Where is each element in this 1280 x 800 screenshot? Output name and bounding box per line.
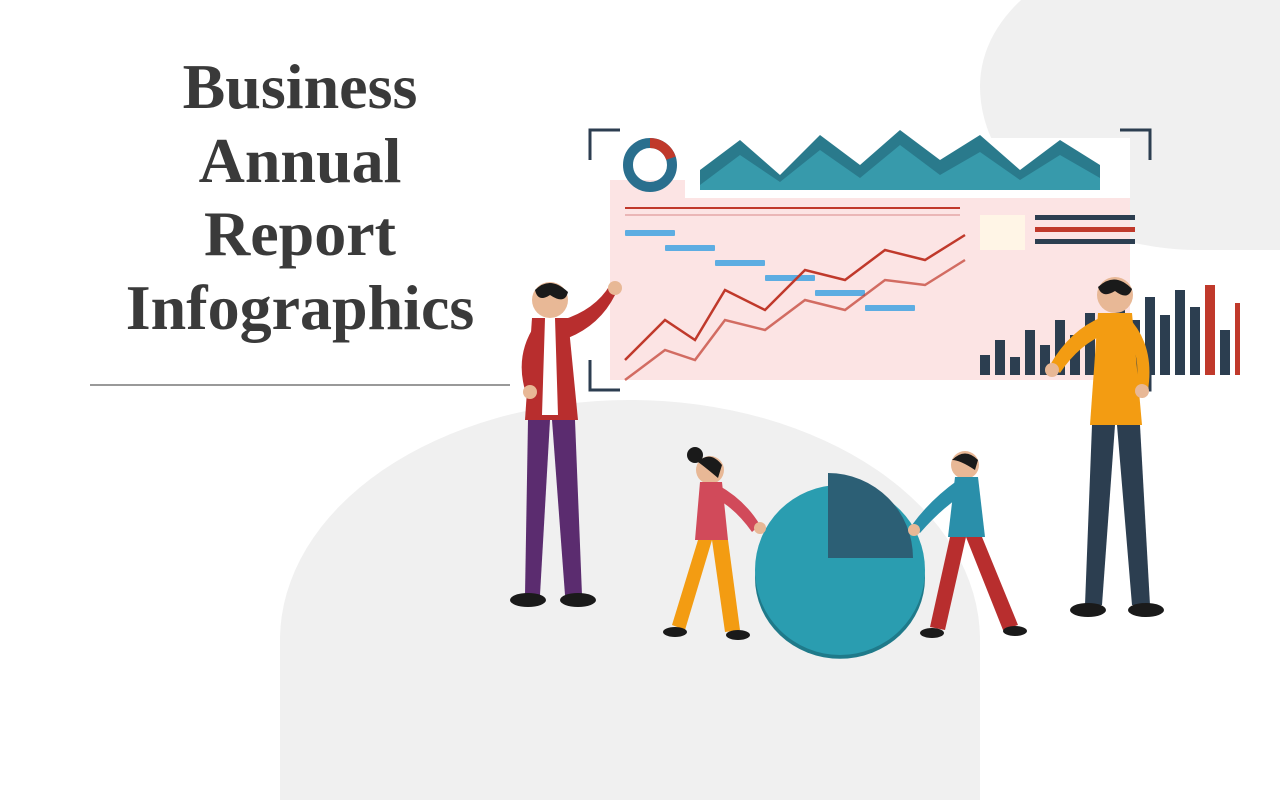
- title-line-3: Report: [204, 198, 396, 269]
- legend-bar: [1035, 239, 1135, 244]
- person-3-leg-1: [930, 537, 966, 630]
- gantt-bar: [665, 245, 715, 251]
- pie-slice: [828, 473, 913, 558]
- person-4-shoe-1: [1070, 603, 1106, 617]
- person-3-shoe-1: [920, 628, 944, 638]
- bar: [1175, 290, 1185, 375]
- bar: [1190, 307, 1200, 375]
- person-2-shoe-2: [726, 630, 750, 640]
- person-2-leg-1: [672, 540, 712, 630]
- person-2-leg-2: [712, 540, 740, 632]
- gantt-bar: [815, 290, 865, 296]
- person-2-hand: [754, 522, 766, 534]
- title-underline: [90, 384, 510, 386]
- person-2-bun: [687, 447, 703, 463]
- bar: [980, 355, 990, 375]
- person-4-hand-2: [1135, 384, 1149, 398]
- person-1-shoe-2: [560, 593, 596, 607]
- legend-box: [980, 215, 1025, 250]
- person-1-hand-1: [608, 281, 622, 295]
- person-4-shoe-2: [1128, 603, 1164, 617]
- person-3-shoe-2: [1003, 626, 1027, 636]
- person-4-leg-1: [1085, 425, 1115, 605]
- person-4-leg-2: [1117, 425, 1150, 605]
- title-line-4: Infographics: [126, 272, 475, 343]
- donut-segment: [650, 143, 671, 158]
- illustration-svg: [460, 100, 1240, 680]
- legend-bar: [1035, 215, 1135, 220]
- gantt-bar: [715, 260, 765, 266]
- person-1-arm-up: [562, 285, 615, 338]
- gantt-bar: [765, 275, 815, 281]
- person-3-leg-2: [966, 537, 1018, 630]
- illustration: [460, 100, 1240, 680]
- person-1-hand-2: [523, 385, 537, 399]
- bar: [1160, 315, 1170, 375]
- bar: [1220, 330, 1230, 375]
- bracket-tl: [590, 130, 620, 160]
- bar: [1205, 285, 1215, 375]
- gantt-bar: [625, 230, 675, 236]
- gantt-bar: [865, 305, 915, 311]
- bar: [995, 340, 1005, 375]
- person-2-shoe-1: [663, 627, 687, 637]
- bar: [1025, 330, 1035, 375]
- legend-bar: [1035, 227, 1135, 232]
- person-1-leg-2: [552, 420, 582, 595]
- person-4-hand-1: [1045, 363, 1059, 377]
- bar: [1235, 303, 1240, 375]
- person-1-shoe-1: [510, 593, 546, 607]
- bar: [1010, 357, 1020, 375]
- person-1-leg-1: [525, 420, 550, 595]
- dashboard-panel: [610, 180, 1130, 380]
- title-line-2: Annual: [199, 125, 402, 196]
- person-3-hand: [908, 524, 920, 536]
- title-line-1: Business: [183, 51, 418, 122]
